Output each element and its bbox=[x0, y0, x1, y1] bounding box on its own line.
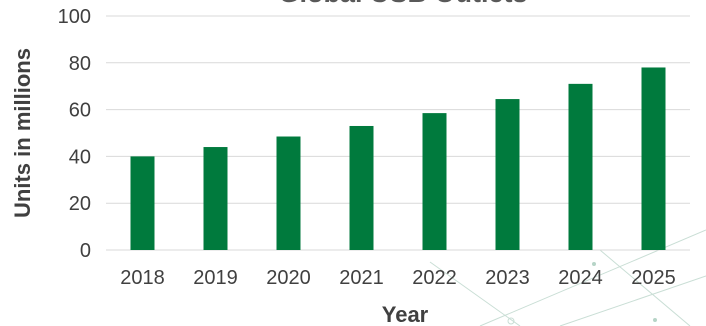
x-tick-label: 2018 bbox=[120, 267, 165, 289]
x-axis-title: Year bbox=[382, 302, 429, 326]
bar-2024 bbox=[568, 83, 593, 250]
y-tick-label: 0 bbox=[80, 240, 91, 262]
y-tick-label: 20 bbox=[69, 193, 91, 215]
x-tick-label: 2022 bbox=[412, 267, 457, 289]
x-tick-label: 2025 bbox=[631, 267, 676, 289]
x-axis-tick-labels: 2018 2019 2020 2021 2022 2023 2024 2025 bbox=[120, 267, 676, 289]
x-tick-label: 2023 bbox=[485, 267, 530, 289]
x-tick-label: 2020 bbox=[266, 267, 311, 289]
x-tick-label: 2024 bbox=[558, 267, 603, 289]
bar-2022 bbox=[422, 113, 447, 250]
chart-title: Global USB Outlets bbox=[278, 0, 527, 8]
bar-2018 bbox=[130, 156, 155, 250]
y-axis-title: Units in millions bbox=[10, 48, 35, 218]
bar-2019 bbox=[203, 147, 228, 250]
y-tick-label: 40 bbox=[69, 146, 91, 168]
bars bbox=[130, 67, 666, 250]
y-tick-label: 80 bbox=[69, 53, 91, 75]
y-tick-label: 60 bbox=[69, 100, 91, 122]
bar-2021 bbox=[349, 125, 374, 250]
gridlines bbox=[106, 15, 690, 251]
y-axis-tick-labels: 0 20 40 60 80 100 bbox=[58, 6, 91, 262]
bar-2025 bbox=[641, 67, 666, 250]
x-tick-label: 2019 bbox=[193, 267, 238, 289]
y-tick-label: 100 bbox=[58, 6, 91, 28]
bar-2020 bbox=[276, 136, 301, 250]
x-tick-label: 2021 bbox=[339, 267, 384, 289]
background-decoration bbox=[429, 229, 706, 326]
bar-2023 bbox=[495, 99, 520, 250]
